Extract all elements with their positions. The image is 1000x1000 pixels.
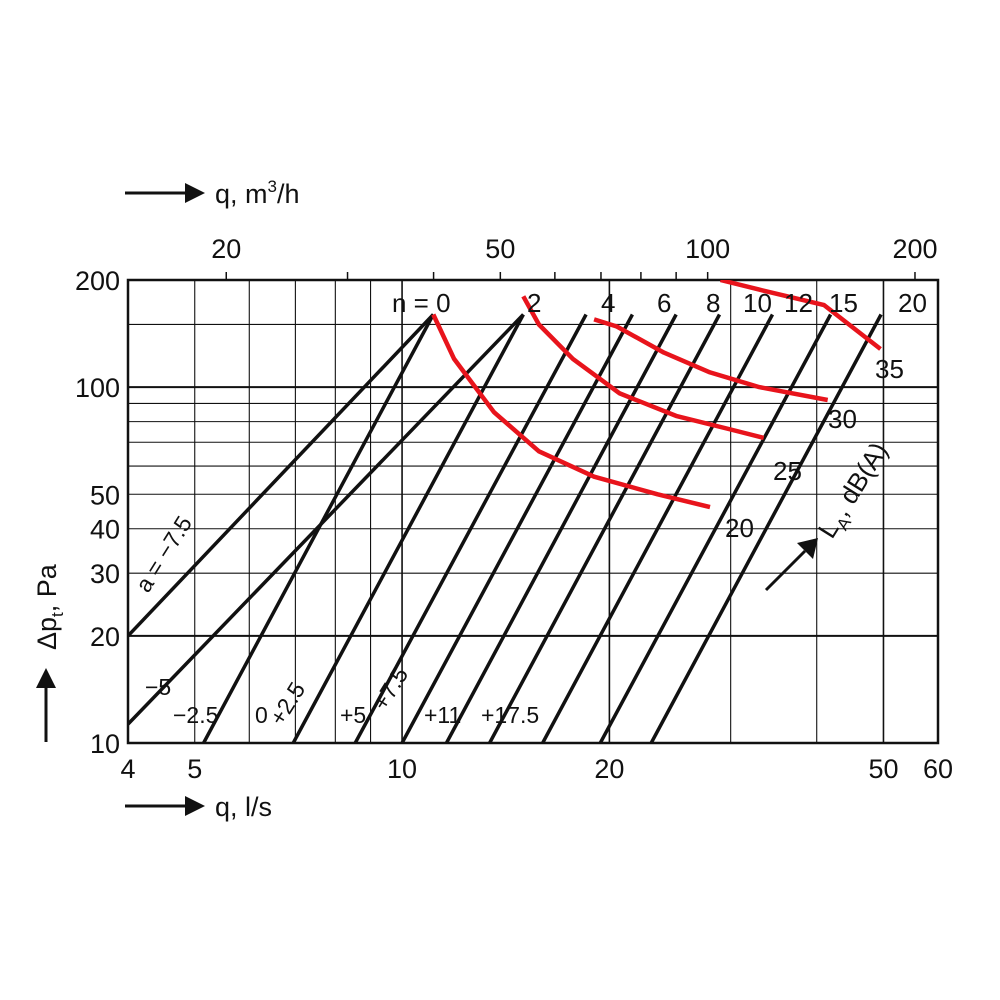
arrow-head-icon xyxy=(185,796,205,816)
a-label: −5 xyxy=(145,674,171,700)
sound-level-label: 30 xyxy=(828,404,857,434)
n-label: n = 0 xyxy=(392,288,451,318)
y-title: Δpt, Pa xyxy=(32,563,67,650)
y-tick-labels: 10 20 30 40 50 100 200 xyxy=(75,266,120,759)
x-tick-label: 20 xyxy=(594,754,624,784)
a-label: a = −7.5 xyxy=(130,511,197,596)
arrow-head-icon xyxy=(797,538,818,559)
n-label: 15 xyxy=(829,288,858,318)
grid-vertical xyxy=(194,280,885,743)
x-top-title-prefix: q, m xyxy=(215,179,268,209)
n-line-4 xyxy=(353,313,588,743)
x-bottom-axis-title: q, l/s xyxy=(125,792,272,822)
sound-level-labels: 20 25 30 35 xyxy=(725,354,904,543)
x-bottom-title: q, l/s xyxy=(215,792,272,822)
n-line-2 xyxy=(291,313,525,743)
x-tick-label: 10 xyxy=(387,754,417,784)
n-label: 4 xyxy=(601,288,615,318)
x-tick-label: 5 xyxy=(187,754,202,784)
y-title-main: Δp xyxy=(32,617,62,650)
arrow-diagonal-icon xyxy=(764,549,807,592)
a-line-0 xyxy=(128,313,435,638)
x-tick-label: 50 xyxy=(868,754,898,784)
x-top-tick-label: 200 xyxy=(892,234,937,264)
a-label: −2.5 xyxy=(173,702,218,728)
n-label: 6 xyxy=(657,288,671,318)
n-line-20 xyxy=(649,313,883,743)
y-tick-label: 40 xyxy=(90,515,120,545)
n-line-8 xyxy=(444,313,678,743)
n-label: 12 xyxy=(784,288,813,318)
arrow-head-icon xyxy=(36,668,56,688)
arrow-head-icon xyxy=(185,183,205,203)
sound-level-label: 35 xyxy=(875,354,904,384)
n-label: 20 xyxy=(898,288,927,318)
n-line-10 xyxy=(488,313,722,743)
x-top-title-suffix: /h xyxy=(277,179,300,209)
x-top-title-sup: 3 xyxy=(268,177,277,196)
x-tick-label: 4 xyxy=(120,754,135,784)
a-label: +17.5 xyxy=(481,702,539,728)
x-top-tick-labels: 20 50 100 200 xyxy=(211,234,937,264)
x-top-tick-label: 20 xyxy=(211,234,241,264)
a-label: 0 xyxy=(255,702,268,728)
x-tick-label: 60 xyxy=(923,754,953,784)
y-axis-title: Δpt, Pa xyxy=(32,563,67,650)
sound-level-curves xyxy=(431,280,882,510)
a-lines xyxy=(128,313,525,726)
sound-level-label: 20 xyxy=(725,513,754,543)
sound-curve-20 xyxy=(431,313,711,510)
y-title-sub: t xyxy=(48,612,67,617)
sound-curve-35 xyxy=(719,280,882,351)
y-title-suffix: , Pa xyxy=(32,563,62,612)
n-label: 2 xyxy=(527,288,541,318)
y-tick-label: 50 xyxy=(90,480,120,510)
n-label: 8 xyxy=(706,288,720,318)
plot-frame xyxy=(126,278,940,745)
x-bottom-tick-labels: 4 5 10 20 50 60 xyxy=(120,754,953,784)
x-top-axis-title: q, m3/h xyxy=(125,177,300,209)
x-top-tick-label: 50 xyxy=(485,234,515,264)
n-line-12 xyxy=(541,313,775,743)
sound-curve-25 xyxy=(521,295,765,441)
a-line-1 xyxy=(128,313,525,726)
y-tick-label: 20 xyxy=(90,622,120,652)
n-line-15 xyxy=(598,313,833,743)
n-label: 10 xyxy=(743,288,772,318)
x-top-title: q, m3/h xyxy=(215,177,300,209)
grid-horizontal xyxy=(128,272,938,637)
y-axis-arrow xyxy=(36,668,56,742)
y-tick-label: 200 xyxy=(75,266,120,296)
a-label: +11 xyxy=(424,702,461,728)
sound-curve-30 xyxy=(593,317,829,403)
x-top-tick-label: 100 xyxy=(685,234,730,264)
n-line-labels: n = 0 2 4 6 8 10 12 15 20 xyxy=(392,288,927,318)
a-label: +5 xyxy=(340,702,366,728)
n-line-6 xyxy=(400,313,634,743)
n-lines xyxy=(202,313,883,743)
sound-level-label: 25 xyxy=(773,456,802,486)
sound-level-title: LA, dB(A) xyxy=(812,437,898,546)
y-tick-label: 100 xyxy=(75,373,120,403)
y-tick-label: 30 xyxy=(90,559,120,589)
y-tick-label: 10 xyxy=(90,729,120,759)
a-line-labels: a = −7.5−5−2.5 0+2.5 +5+7.5+11 +17.5 xyxy=(130,511,539,729)
